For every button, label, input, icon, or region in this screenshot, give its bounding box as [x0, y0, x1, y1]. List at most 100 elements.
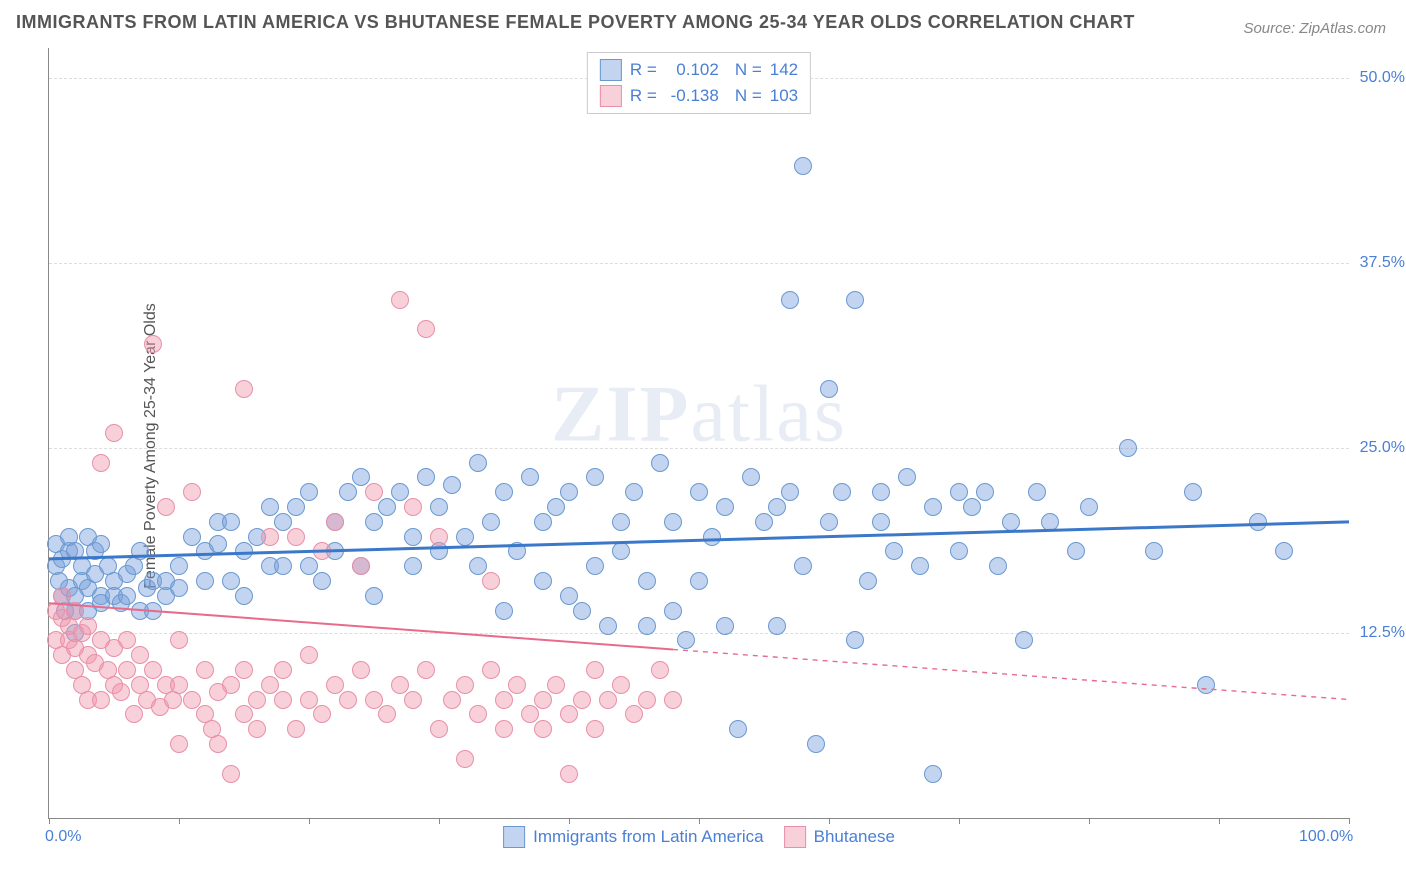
- scatter-point: [118, 661, 136, 679]
- scatter-point: [287, 528, 305, 546]
- scatter-point: [157, 498, 175, 516]
- x-tick-mark: [179, 818, 180, 824]
- plot-area: ZIPatlas R = 0.102 N = 142 R = -0.138 N …: [48, 48, 1349, 819]
- scatter-point: [404, 498, 422, 516]
- scatter-point: [664, 513, 682, 531]
- scatter-point: [924, 498, 942, 516]
- scatter-point: [125, 705, 143, 723]
- legend-r-label: R =: [630, 86, 657, 106]
- scatter-point: [378, 498, 396, 516]
- scatter-point: [638, 617, 656, 635]
- scatter-point: [950, 542, 968, 560]
- scatter-point: [417, 320, 435, 338]
- legend-item: Immigrants from Latin America: [503, 826, 764, 848]
- x-tick-mark: [1089, 818, 1090, 824]
- scatter-point: [1080, 498, 1098, 516]
- legend-r-value: -0.138: [665, 86, 719, 106]
- scatter-point: [339, 691, 357, 709]
- scatter-point: [430, 528, 448, 546]
- scatter-point: [261, 528, 279, 546]
- scatter-point: [209, 735, 227, 753]
- scatter-point: [235, 705, 253, 723]
- scatter-point: [183, 528, 201, 546]
- scatter-point: [638, 691, 656, 709]
- series-legend: Immigrants from Latin America Bhutanese: [495, 826, 903, 848]
- scatter-point: [365, 691, 383, 709]
- scatter-point: [430, 720, 448, 738]
- trend-lines-layer: [49, 48, 1349, 818]
- scatter-point: [235, 587, 253, 605]
- chart-container: IMMIGRANTS FROM LATIN AMERICA VS BHUTANE…: [0, 0, 1406, 892]
- scatter-point: [729, 720, 747, 738]
- scatter-point: [976, 483, 994, 501]
- scatter-point: [612, 513, 630, 531]
- scatter-point: [560, 705, 578, 723]
- scatter-point: [235, 661, 253, 679]
- scatter-point: [625, 483, 643, 501]
- scatter-point: [300, 646, 318, 664]
- scatter-point: [1249, 513, 1267, 531]
- scatter-point: [365, 513, 383, 531]
- scatter-point: [1275, 542, 1293, 560]
- legend-n-label: N =: [735, 86, 762, 106]
- scatter-point: [898, 468, 916, 486]
- scatter-point: [599, 691, 617, 709]
- scatter-point: [755, 513, 773, 531]
- scatter-point: [495, 602, 513, 620]
- legend-n-value: 103: [770, 86, 798, 106]
- scatter-point: [534, 572, 552, 590]
- scatter-point: [222, 513, 240, 531]
- grid-line: [49, 633, 1349, 634]
- scatter-point: [677, 631, 695, 649]
- scatter-point: [235, 542, 253, 560]
- scatter-point: [495, 691, 513, 709]
- y-tick-label: 37.5%: [1360, 254, 1405, 272]
- scatter-point: [66, 602, 84, 620]
- y-tick-label: 25.0%: [1360, 439, 1405, 457]
- scatter-point: [1197, 676, 1215, 694]
- scatter-point: [53, 587, 71, 605]
- scatter-point: [690, 572, 708, 590]
- scatter-point: [989, 557, 1007, 575]
- legend-r-value: 0.102: [665, 60, 719, 80]
- scatter-point: [768, 617, 786, 635]
- scatter-point: [534, 691, 552, 709]
- grid-line: [49, 263, 1349, 264]
- scatter-point: [326, 513, 344, 531]
- scatter-point: [716, 498, 734, 516]
- source-attribution: Source: ZipAtlas.com: [1243, 20, 1386, 37]
- scatter-point: [456, 676, 474, 694]
- legend-n-value: 142: [770, 60, 798, 80]
- scatter-point: [352, 557, 370, 575]
- scatter-point: [391, 676, 409, 694]
- scatter-point: [79, 617, 97, 635]
- scatter-point: [547, 498, 565, 516]
- scatter-point: [131, 542, 149, 560]
- x-tick-mark: [49, 818, 50, 824]
- legend-row: R = -0.138 N = 103: [600, 83, 798, 109]
- scatter-point: [326, 676, 344, 694]
- scatter-point: [703, 528, 721, 546]
- scatter-point: [131, 646, 149, 664]
- chart-title: IMMIGRANTS FROM LATIN AMERICA VS BHUTANE…: [16, 12, 1135, 33]
- scatter-point: [508, 676, 526, 694]
- scatter-point: [859, 572, 877, 590]
- x-tick-mark: [569, 818, 570, 824]
- scatter-point: [963, 498, 981, 516]
- scatter-point: [365, 483, 383, 501]
- y-tick-label: 12.5%: [1360, 624, 1405, 642]
- scatter-point: [222, 572, 240, 590]
- scatter-point: [495, 483, 513, 501]
- scatter-point: [560, 483, 578, 501]
- scatter-point: [924, 765, 942, 783]
- scatter-point: [287, 720, 305, 738]
- scatter-point: [430, 498, 448, 516]
- scatter-point: [820, 380, 838, 398]
- scatter-point: [1119, 439, 1137, 457]
- x-tick-mark: [829, 818, 830, 824]
- scatter-point: [586, 720, 604, 738]
- scatter-point: [1184, 483, 1202, 501]
- x-tick-label: 100.0%: [1299, 828, 1353, 846]
- correlation-legend: R = 0.102 N = 142 R = -0.138 N = 103: [587, 52, 811, 114]
- scatter-point: [638, 572, 656, 590]
